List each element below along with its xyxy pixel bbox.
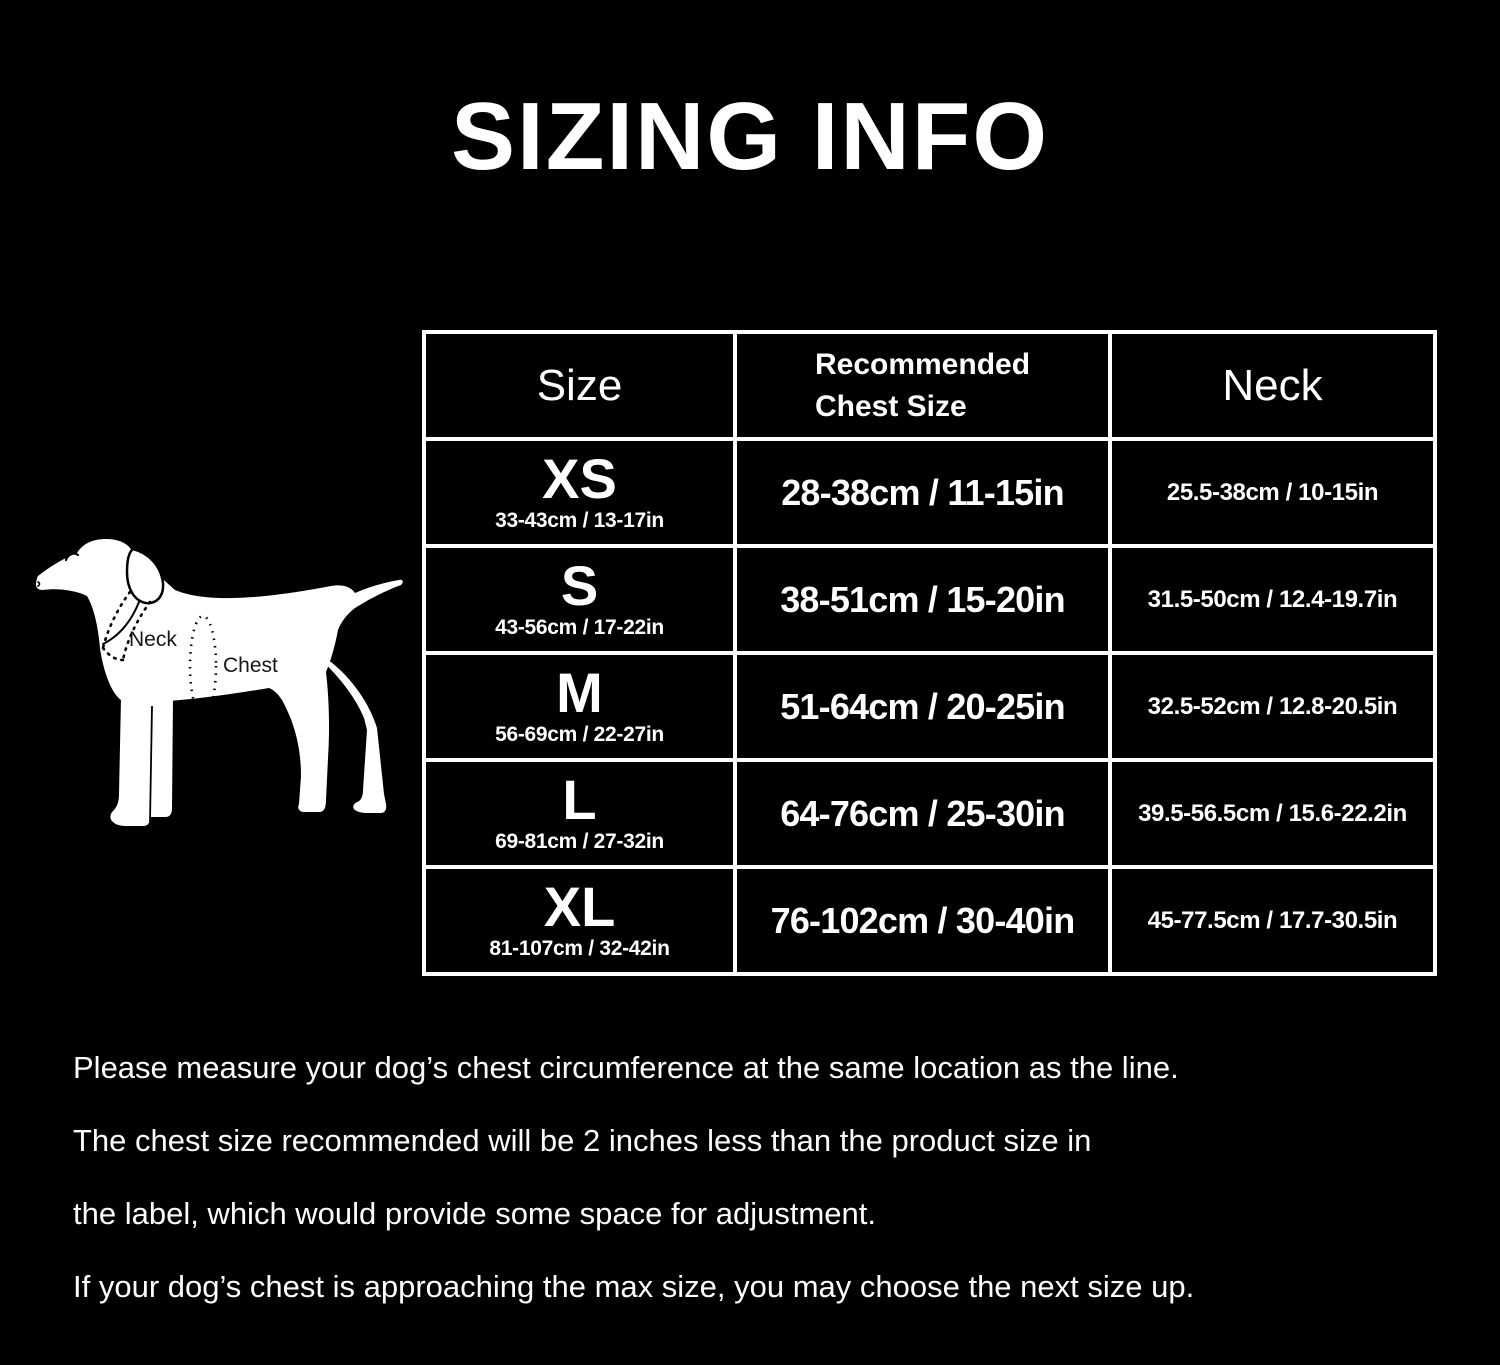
sizing-table: Size Recommended Chest Size Neck XS 33-4… [422, 330, 1437, 976]
size-value: XL [543, 875, 616, 939]
table-row-xl-size: XL 81-107cm / 32-42in [426, 869, 733, 972]
header-chest-line2: Chest Size [814, 389, 967, 423]
dog-thigh-line [266, 691, 293, 776]
neck-label: Neck [129, 628, 177, 651]
dog-body [36, 539, 403, 812]
dog-cheek-line [102, 601, 140, 645]
table-row-s-neck: 31.5-50cm / 12.4-19.7in [1112, 548, 1433, 651]
chest-value: 76-102cm / 30-40in [770, 899, 1076, 941]
dog-silhouette-icon: Neck Chest [36, 539, 403, 826]
table-row-xl-neck: 45-77.5cm / 17.7-30.5in [1112, 869, 1433, 972]
note-line: The chest size recommended will be 2 inc… [73, 1123, 1092, 1158]
table-row-m-chest: 51-64cm / 20-25in [737, 655, 1108, 758]
table-row-s-size: S 43-56cm / 17-22in [426, 548, 733, 651]
size-range: 56-69cm / 22-27in [495, 722, 664, 746]
table-row-l-neck: 39.5-56.5cm / 15.6-22.2in [1112, 762, 1433, 865]
size-value: L [562, 768, 597, 832]
table-row-l-size: L 69-81cm / 27-32in [426, 762, 733, 865]
neck-value: 32.5-52cm / 12.8-20.5in [1147, 692, 1398, 720]
page-title: SIZING INFO [451, 83, 1049, 190]
chest-label: Chest [223, 654, 278, 677]
header-chest: Recommended Chest Size [737, 334, 1108, 437]
chest-value: 64-76cm / 25-30in [780, 792, 1065, 834]
chest-value: 38-51cm / 15-20in [780, 578, 1065, 620]
size-value: M [556, 661, 603, 725]
size-range: 69-81cm / 27-32in [495, 829, 664, 853]
table-row-m-neck: 32.5-52cm / 12.8-20.5in [1112, 655, 1433, 758]
table-row-xs-chest: 28-38cm / 11-15in [737, 441, 1108, 544]
dog-far-hind-leg [317, 656, 387, 813]
note-line: Please measure your dog’s chest circumfe… [73, 1050, 1179, 1085]
table-row-l-chest: 64-76cm / 25-30in [737, 762, 1108, 865]
chest-value: 51-64cm / 20-25in [780, 685, 1065, 727]
neck-value: 25.5-38cm / 10-15in [1166, 478, 1379, 506]
table-row-xs-size: XS 33-43cm / 13-17in [426, 441, 733, 544]
size-range: 81-107cm / 32-42in [489, 936, 670, 960]
note-line: If your dog’s chest is approaching the m… [73, 1269, 1195, 1304]
dog-leg-separation-line [149, 705, 153, 823]
header-neck: Neck [1112, 334, 1433, 437]
dog-ear [125, 547, 165, 605]
size-value: XS [542, 447, 617, 511]
table-row-m-size: M 56-69cm / 22-27in [426, 655, 733, 758]
neck-measure-line [101, 590, 152, 662]
chest-measure-line [188, 614, 218, 718]
dog-eye [64, 552, 80, 562]
header-size: Size [426, 334, 733, 437]
neck-value: 31.5-50cm / 12.4-19.7in [1147, 585, 1398, 613]
measurement-notes: Please measure your dog’s chest circumfe… [73, 1031, 1473, 1323]
header-chest-line1: Recommended [814, 347, 1031, 381]
neck-value: 39.5-56.5cm / 15.6-22.2in [1138, 799, 1407, 827]
dog-near-front-leg [110, 698, 152, 826]
size-value: S [560, 554, 599, 618]
neck-value: 45-77.5cm / 17.7-30.5in [1147, 906, 1398, 934]
table-row-s-chest: 38-51cm / 15-20in [737, 548, 1108, 651]
chest-value: 28-38cm / 11-15in [781, 471, 1064, 513]
table-row-xs-neck: 25.5-38cm / 10-15in [1112, 441, 1433, 544]
note-line: the label, which would provide some spac… [73, 1196, 876, 1231]
size-range: 43-56cm / 17-22in [495, 615, 664, 639]
header-size-label: Size [536, 360, 623, 410]
dog-nostril [37, 581, 41, 587]
size-range: 33-43cm / 13-17in [495, 508, 664, 532]
dog-measurement-diagram: Neck Chest [33, 538, 405, 830]
header-neck-label: Neck [1222, 360, 1323, 410]
table-row-xl-chest: 76-102cm / 30-40in [737, 869, 1108, 972]
